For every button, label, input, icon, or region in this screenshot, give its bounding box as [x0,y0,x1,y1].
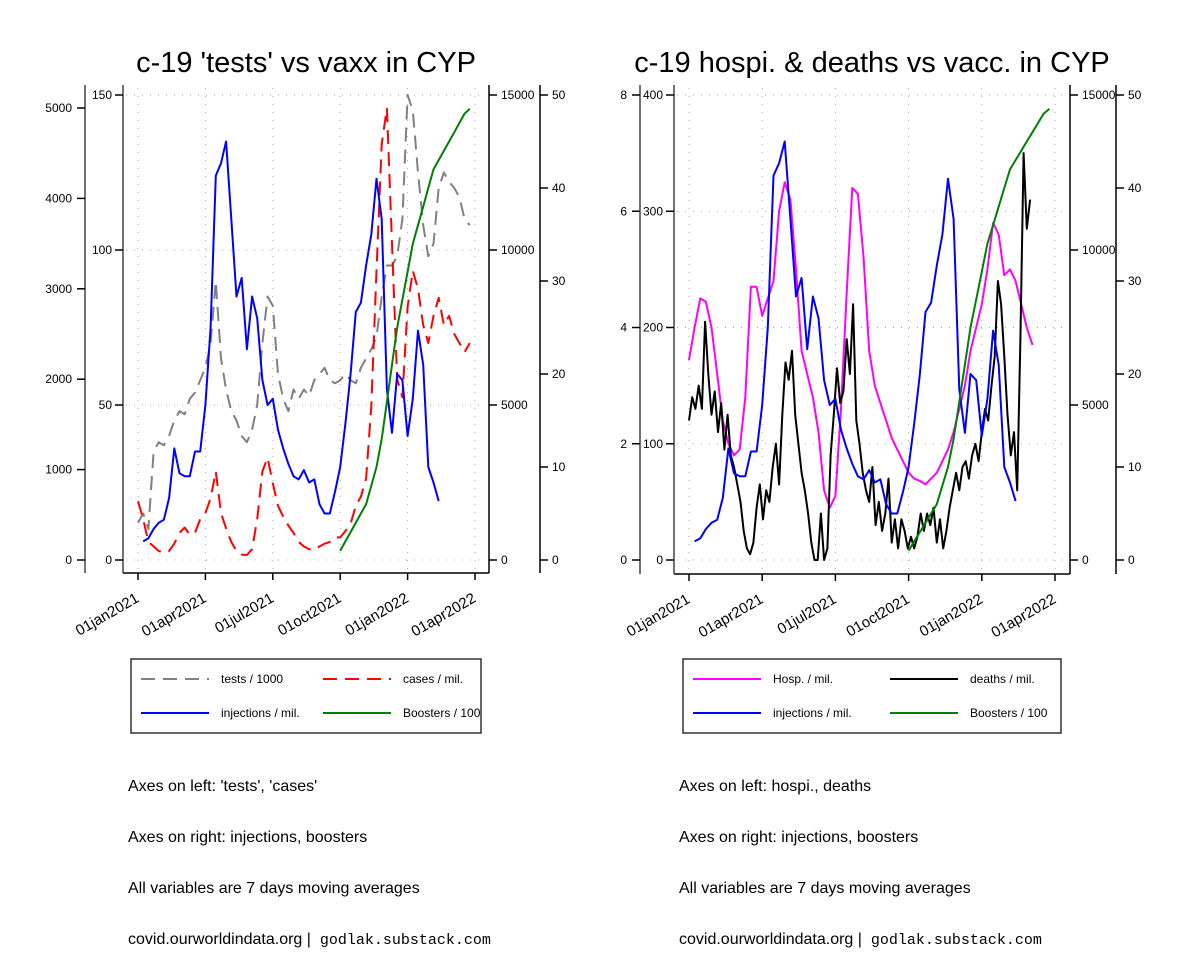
y-tick-label-right-inner: 10000 [501,243,535,257]
chart-title: c-19 'tests' vs vaxx in CYP [136,47,476,79]
x-tick-label: 01apr2021 [696,591,767,642]
series-line-tests-1000 [137,94,471,530]
x-tick-label: 01jan2022 [917,591,986,641]
series-line-deaths-mil [688,152,1032,561]
y-tick-label-right-outer: 40 [552,181,566,195]
legend-label: injections / mil. [221,706,300,720]
x-tick-label: 01oct2021 [275,590,344,640]
y-tick-label-right-outer: 30 [1128,274,1142,288]
y-tick-label-left-outer: 2000 [45,372,72,386]
source-text: covid.ourworldindata.org | [679,931,862,948]
y-tick-label-right-outer: 50 [1128,88,1142,102]
y-tick-label-left-outer: 0 [65,553,72,567]
y-tick-label-right-outer: 0 [552,553,559,567]
x-tick-label: 01jul2021 [212,590,277,637]
note-line-axes-right: Axes on right: injections, boosters [679,829,919,846]
y-tick-label-right-inner: 0 [1082,553,1089,567]
note-line-source: covid.ourworldindata.org | godlak.substa… [679,931,1042,949]
note-line-axes-left: Axes on left: hospi., deaths [679,778,872,795]
x-tick-label: 01jul2021 [775,591,840,638]
y-tick-label-left-inner: 400 [643,88,663,102]
series-line-boosters-100 [339,108,471,552]
x-tick-label: 01oct2021 [843,591,912,641]
legend-label: tests / 1000 [221,672,283,686]
site-text: godlak.substack.com [870,932,1042,949]
y-tick-label-right-outer: 10 [1128,460,1142,474]
y-tick-label-right-outer: 30 [552,274,566,288]
legend-label: Boosters / 100 [403,706,481,720]
dual-chart-figure: c-19 'tests' vs vaxx in CYP01jan202101ap… [45,47,1142,734]
y-tick-label-left-outer: 0 [620,553,627,567]
y-tick-label-right-inner: 15000 [501,88,535,102]
plot-area [123,85,489,573]
y-tick-label-right-outer: 20 [552,367,566,381]
series-line-injections-mil [142,140,440,543]
source-text: covid.ourworldindata.org | [128,931,311,948]
y-tick-label-left-outer: 5000 [45,101,72,115]
note-line-moving-avg: All variables are 7 days moving averages [679,880,971,897]
y-tick-label-right-inner: 0 [501,553,508,567]
legend-box [682,658,1062,734]
legend-box [130,658,482,734]
legend-label: Boosters / 100 [970,706,1048,720]
x-tick-label: 01jan2022 [342,590,411,640]
y-tick-label-left-inner: 0 [656,553,663,567]
y-tick-label-right-outer: 10 [552,460,566,474]
y-tick-label-left-outer: 3000 [45,282,72,296]
chart-title: c-19 hospi. & deaths vs vacc. in CYP [634,47,1110,79]
x-tick-label: 01apr2021 [139,590,210,641]
x-tick-label: 01jan2021 [624,591,693,641]
legend-label: deaths / mil. [970,672,1035,686]
legend-label: cases / mil. [403,672,463,686]
y-tick-label-left-inner: 200 [643,321,663,335]
x-tick-label: 01apr2022 [408,590,479,641]
note-line-moving-avg: All variables are 7 days moving averages [128,880,420,897]
chart-notes-left: Axes on left: 'tests', 'cases' Axes on r… [128,744,491,966]
y-tick-label-left-outer: 8 [620,88,627,102]
y-tick-label-left-outer: 6 [620,204,627,218]
note-line-axes-left: Axes on left: 'tests', 'cases' [128,778,318,795]
y-tick-label-right-outer: 0 [1128,553,1135,567]
y-tick-label-right-outer: 50 [552,88,566,102]
y-tick-label-left-outer: 4 [620,321,627,335]
legend-label: Hosp. / mil. [773,672,833,686]
series-line-cases-mil [137,107,471,556]
y-tick-label-left-outer: 1000 [45,463,72,477]
y-tick-label-right-inner: 15000 [1082,88,1116,102]
y-tick-label-right-inner: 10000 [1082,243,1116,257]
chart-notes-right: Axes on left: hospi., deaths Axes on rig… [679,744,1042,966]
y-tick-label-left-inner: 150 [92,88,112,102]
y-tick-label-left-inner: 0 [105,553,112,567]
y-tick-label-left-inner: 100 [92,243,112,257]
y-tick-label-right-outer: 20 [1128,367,1142,381]
y-tick-label-left-outer: 2 [620,437,627,451]
x-tick-label: 01apr2022 [988,591,1059,642]
y-tick-label-right-inner: 5000 [501,398,528,412]
series-line-injections-mil [694,140,1017,543]
legend-label: injections / mil. [773,706,852,720]
y-tick-label-left-inner: 100 [643,437,663,451]
y-tick-label-left-inner: 300 [643,204,663,218]
site-text: godlak.substack.com [319,932,491,949]
y-tick-label-right-inner: 5000 [1082,398,1109,412]
x-tick-label: 01jan2021 [73,590,142,640]
y-tick-label-left-outer: 4000 [45,191,72,205]
series-line-boosters-100 [907,108,1051,552]
y-tick-label-left-inner: 50 [99,398,113,412]
note-line-axes-right: Axes on right: injections, boosters [128,829,368,846]
y-tick-label-right-outer: 40 [1128,181,1142,195]
note-line-source: covid.ourworldindata.org | godlak.substa… [128,931,491,949]
series-line-hosp-mil [688,181,1034,509]
plot-area [674,85,1070,574]
